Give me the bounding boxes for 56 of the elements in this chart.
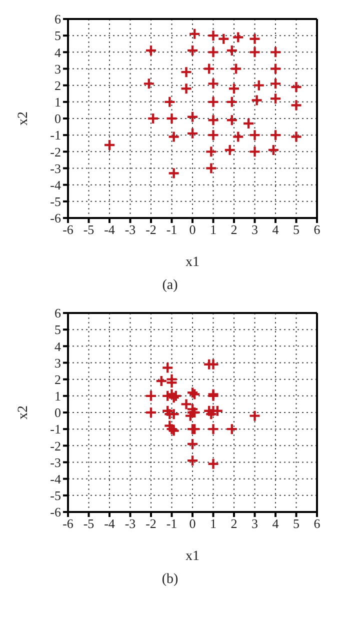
x-tick-label: -1: [166, 516, 178, 532]
y-tick-label: 6: [54, 306, 62, 321]
y-tick-label: 6: [54, 12, 62, 27]
x-tick-label: 2: [230, 222, 238, 238]
x-tick-label: 0: [189, 516, 196, 532]
x-axis-title: x1: [186, 255, 200, 270]
x-tick-label: -5: [83, 516, 94, 532]
x-tick-label: 1: [210, 222, 216, 238]
y-tick-label: 1: [54, 94, 61, 110]
y-tick-label: -3: [50, 454, 61, 470]
x-tick-label: -4: [104, 516, 116, 532]
x-tick-label: 5: [293, 222, 300, 238]
y-tick-label: -1: [50, 128, 61, 143]
y-tick-label: 3: [54, 61, 61, 76]
y-tick-label: 2: [54, 78, 61, 93]
text: (b): [160, 572, 180, 589]
y-tick-label: 0: [54, 405, 61, 420]
y-tick-label: -4: [50, 177, 62, 192]
y-tick-label: 5: [54, 28, 61, 44]
y-tick-label: 4: [54, 338, 62, 354]
y-axis-title: x2: [16, 112, 31, 126]
x-tick-label: 3: [252, 222, 258, 238]
y-tick-label: 0: [54, 111, 61, 126]
y-tick-label: -5: [50, 488, 61, 504]
x-tick-label: 6: [314, 516, 321, 532]
x-tick-label: 1: [210, 516, 216, 532]
x-tick-label: 0: [189, 222, 196, 238]
x-tick-label: -2: [146, 222, 156, 238]
x-tick-label: 4: [272, 222, 280, 238]
x-tick-label: 4: [272, 516, 280, 532]
x-tick-label: -4: [104, 222, 116, 238]
x-tick-label: 6: [314, 222, 321, 238]
y-tick-label: 5: [54, 322, 61, 338]
y-tick-label: -4: [50, 471, 62, 486]
y-tick-label: 4: [54, 44, 62, 60]
y-tick-label: -5: [50, 194, 61, 210]
text: (a): [161, 278, 179, 295]
y-tick-label: 3: [54, 355, 61, 370]
y-tick-label: -1: [50, 422, 61, 437]
x-tick-label: -1: [166, 222, 178, 238]
y-axis-title: x2: [16, 406, 31, 420]
x-tick-label: -5: [83, 222, 94, 238]
x-tick-label: -3: [124, 222, 136, 238]
x-tick-label: 2: [230, 516, 238, 532]
x-axis-title: x1: [186, 549, 200, 564]
x-tick-label: -3: [124, 516, 136, 532]
y-tick-label: -3: [50, 160, 61, 176]
y-tick-label: 1: [54, 388, 61, 404]
y-tick-label: -6: [50, 210, 62, 226]
y-tick-label: -6: [50, 504, 62, 520]
x-tick-label: 5: [293, 516, 300, 532]
x-tick-label: 3: [252, 516, 258, 532]
y-tick-label: -2: [50, 438, 61, 454]
y-tick-label: -2: [50, 144, 61, 160]
y-tick-label: 2: [54, 372, 61, 387]
x-tick-label: -2: [146, 516, 156, 532]
